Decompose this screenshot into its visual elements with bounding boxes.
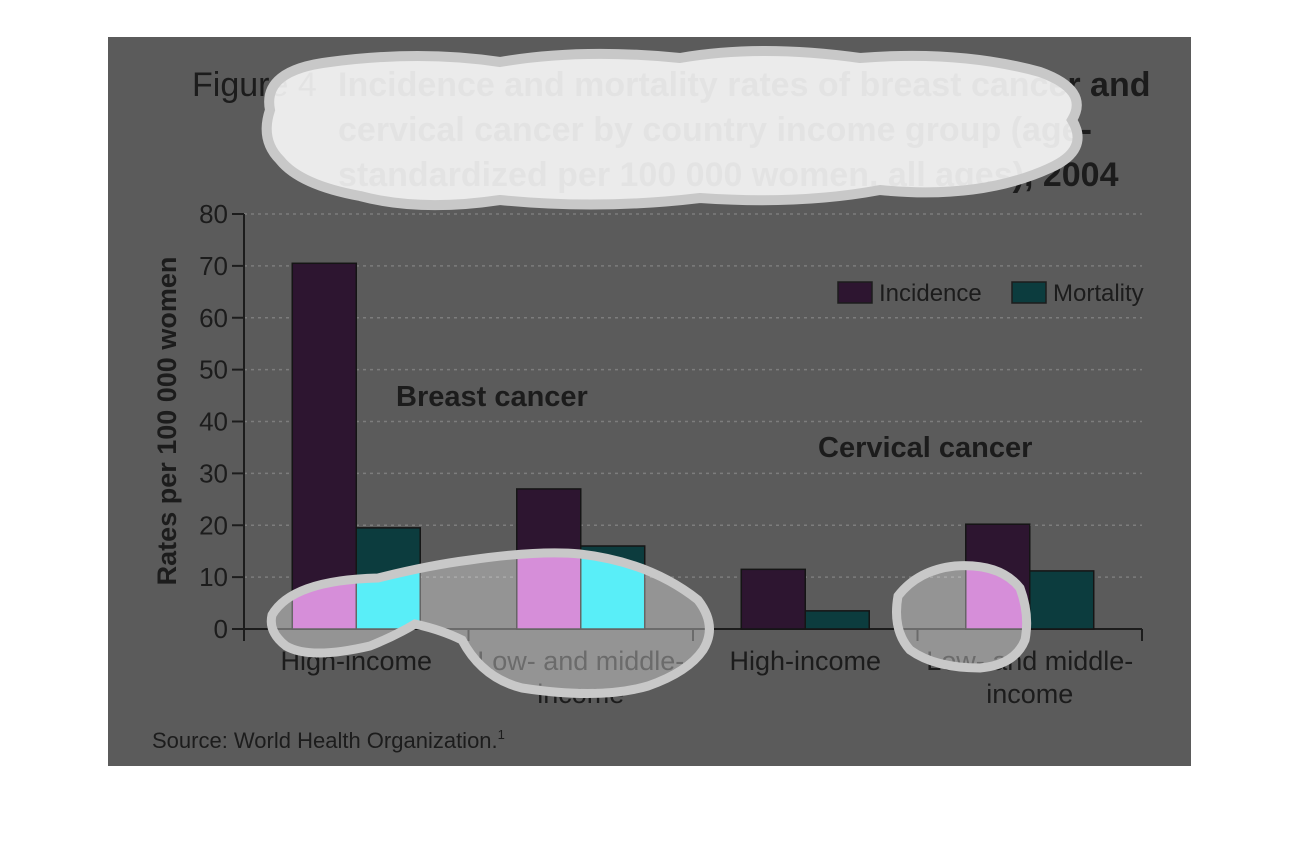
y-tick-label: 80 bbox=[199, 199, 228, 229]
source-note: Source: World Health Organization.1 bbox=[152, 727, 505, 753]
y-tick-label: 30 bbox=[199, 458, 228, 488]
y-tick-label: 40 bbox=[199, 407, 228, 437]
title-line-1: Figure 4 bbox=[192, 66, 317, 104]
bar-incidence bbox=[740, 568, 807, 630]
legend-swatch-incidence bbox=[837, 281, 873, 304]
y-axis-label: Rates per 100 000 women bbox=[152, 257, 182, 586]
y-tick-label: 10 bbox=[199, 562, 228, 592]
group-label-cervical: Cervical cancer bbox=[818, 432, 1032, 464]
legend-label-mortality: Mortality bbox=[1053, 280, 1144, 307]
x-category-label: High-income bbox=[729, 646, 881, 676]
title-line-1-text: Incidence and mortality rates of breast … bbox=[338, 66, 1151, 104]
chart-title: Figure 4 Incidence and mortality rates o… bbox=[192, 66, 1151, 194]
figure-label: Figure 4 bbox=[192, 66, 317, 104]
title-line-2: cervical cancer by country income group … bbox=[338, 111, 1092, 149]
legend-swatch-mortality bbox=[1011, 281, 1047, 304]
legend: Incidence Mortality bbox=[837, 280, 1144, 307]
bar-incidence bbox=[291, 262, 357, 630]
source-footnote: 1 bbox=[498, 727, 505, 742]
x-category-label: High-income bbox=[280, 646, 432, 676]
bar-mortality bbox=[804, 610, 870, 630]
x-category-label: Low- and middle- bbox=[926, 646, 1133, 676]
x-category-label: income bbox=[986, 679, 1073, 709]
group-label-breast: Breast cancer bbox=[396, 381, 588, 413]
gridlines bbox=[244, 213, 1142, 578]
legend-label-incidence: Incidence bbox=[879, 280, 982, 307]
title-line-3: standardized per 100 000 women, all ages… bbox=[338, 156, 1119, 194]
x-category-label: income bbox=[537, 679, 624, 709]
source-text: Source: World Health Organization. bbox=[152, 728, 498, 753]
x-category-label: Low- and middle- bbox=[477, 646, 684, 676]
y-tick-label: 70 bbox=[199, 251, 228, 281]
y-tick-label: 0 bbox=[214, 614, 228, 644]
y-tick-label: 20 bbox=[199, 510, 228, 540]
category-labels: High-income Low- and middle-income High-in… bbox=[280, 646, 1133, 709]
y-tick-label: 60 bbox=[199, 303, 228, 333]
y-tick-label: 50 bbox=[199, 355, 228, 385]
bar-mortality bbox=[1029, 570, 1095, 630]
